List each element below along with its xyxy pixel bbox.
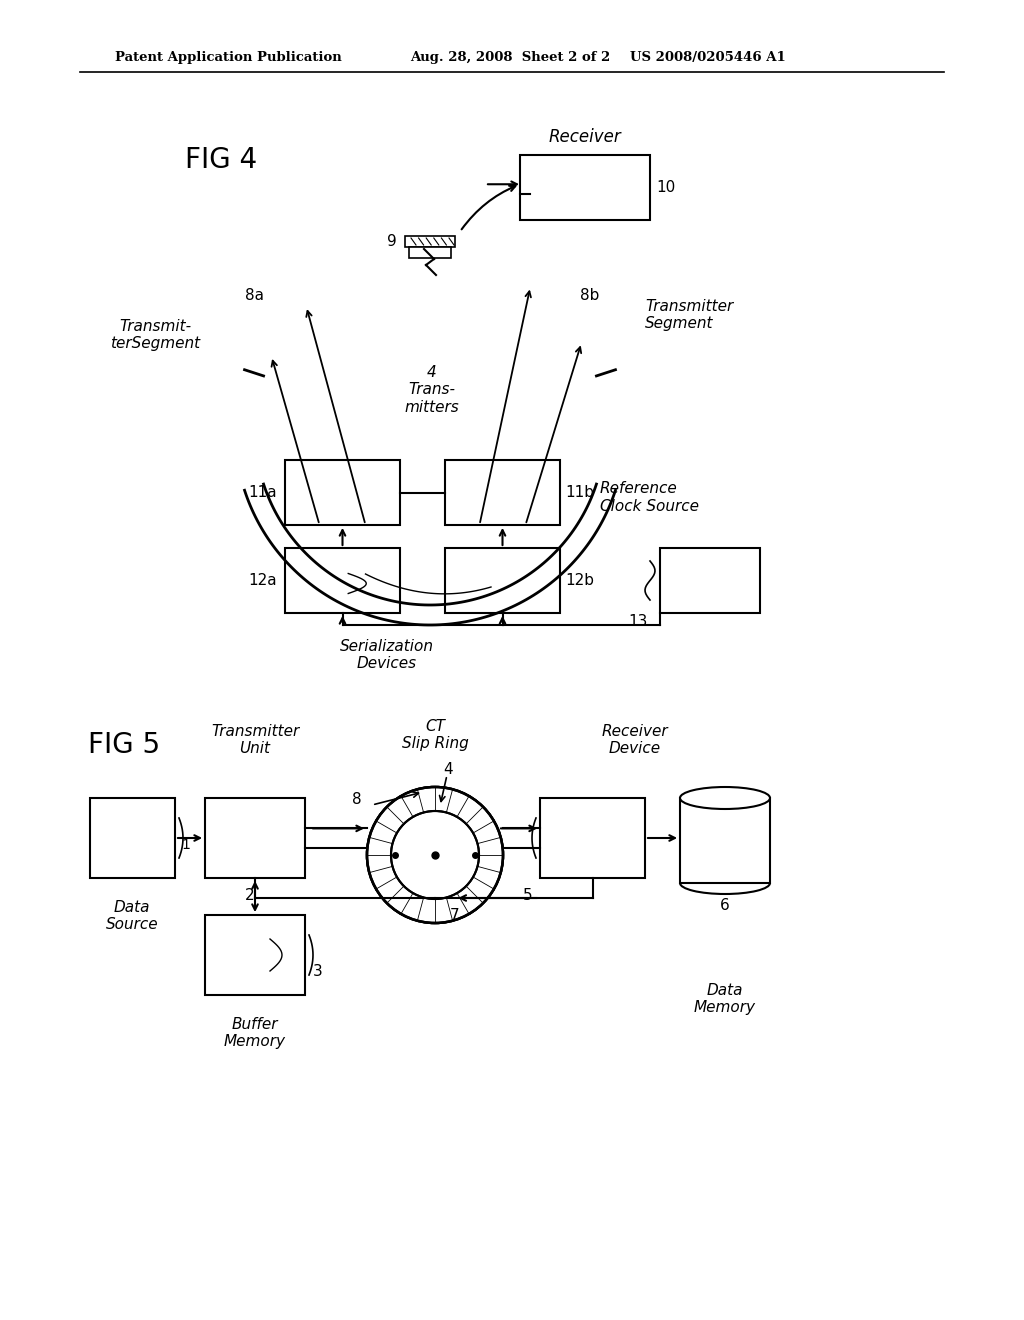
Text: 8a: 8a	[246, 288, 264, 302]
Ellipse shape	[680, 787, 770, 809]
Text: Patent Application Publication: Patent Application Publication	[115, 51, 342, 65]
Text: 12b: 12b	[565, 573, 594, 587]
Bar	[90, 799, 175, 878]
Bar	[680, 799, 770, 883]
Bar	[520, 154, 650, 220]
Bar	[445, 459, 560, 525]
Text: 2: 2	[245, 888, 255, 903]
Text: 8b: 8b	[581, 288, 600, 302]
Text: Buffer
Memory: Buffer Memory	[224, 1016, 286, 1049]
Text: Receiver
Device: Receiver Device	[602, 723, 669, 756]
Text: 9: 9	[387, 234, 397, 248]
Text: Transmitter
Segment: Transmitter Segment	[645, 298, 733, 331]
Text: 1: 1	[181, 838, 189, 851]
Text: Serialization
Devices: Serialization Devices	[340, 639, 434, 671]
Text: 8: 8	[352, 792, 362, 807]
Text: Receiver: Receiver	[549, 128, 622, 147]
Bar	[445, 548, 560, 612]
Text: Transmitter
Unit: Transmitter Unit	[211, 723, 299, 756]
Bar	[285, 548, 400, 612]
Circle shape	[367, 787, 503, 923]
Bar	[205, 799, 305, 878]
Text: Data
Memory: Data Memory	[694, 983, 756, 1015]
Bar	[540, 799, 645, 878]
Text: 10: 10	[656, 180, 675, 195]
Circle shape	[391, 810, 479, 899]
Text: 6: 6	[720, 898, 730, 912]
Bar	[285, 459, 400, 525]
Bar	[409, 247, 451, 257]
Text: US 2008/0205446 A1: US 2008/0205446 A1	[630, 51, 785, 65]
Text: 5: 5	[523, 888, 532, 903]
Text: FIG 5: FIG 5	[88, 731, 160, 759]
Circle shape	[391, 810, 479, 899]
Text: 4: 4	[443, 762, 453, 776]
Bar	[205, 915, 305, 995]
Text: 4
Trans-
mitters: 4 Trans- mitters	[404, 366, 460, 414]
Text: Data
Source: Data Source	[105, 900, 159, 932]
Text: Transmit-
terSegment: Transmit- terSegment	[110, 319, 200, 351]
Text: 11a: 11a	[249, 484, 278, 500]
Text: Aug. 28, 2008  Sheet 2 of 2: Aug. 28, 2008 Sheet 2 of 2	[410, 51, 610, 65]
Text: CT
Slip Ring: CT Slip Ring	[401, 719, 468, 751]
Text: 7: 7	[451, 908, 460, 924]
Text: 12a: 12a	[249, 573, 278, 587]
Text: 13: 13	[629, 614, 648, 628]
Text: FIG 4: FIG 4	[185, 147, 257, 174]
Bar	[406, 236, 455, 247]
Text: 11b: 11b	[565, 484, 594, 500]
Bar	[660, 548, 760, 612]
Text: Reference
Clock Source: Reference Clock Source	[600, 482, 699, 513]
Text: 3: 3	[313, 964, 323, 978]
